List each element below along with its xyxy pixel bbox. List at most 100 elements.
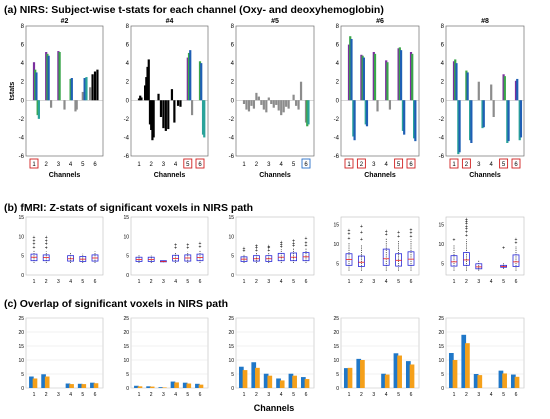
nirs-bar: [36, 100, 39, 116]
panel-c-x-tick-label: 3: [162, 392, 165, 398]
box-outlier: +: [33, 235, 36, 241]
panel-a-y-tick-label: 2: [441, 80, 445, 86]
panel-a-y-tick-label: -6: [124, 154, 130, 160]
overlap-bar: [69, 384, 74, 388]
panel-c-y-tick-label: 15: [123, 344, 129, 350]
panel-a-y-tick-label: -6: [19, 154, 25, 160]
box-outlier: +: [292, 241, 295, 247]
panel-b-y-tick-label: 10: [228, 234, 234, 240]
box-outlier: +: [360, 224, 363, 230]
overlap-bar: [347, 367, 353, 388]
panel-a-title: #8: [481, 18, 489, 25]
nirs-bar: [147, 59, 150, 101]
box-body: [450, 255, 458, 267]
panel-c-x-tick-label: 1: [138, 392, 141, 398]
overlap-bar: [397, 355, 402, 388]
panel-a-y-tick-label: 0: [336, 98, 340, 104]
panel-a-y-tick-label: 8: [126, 24, 130, 30]
nirs-bar: [173, 100, 176, 123]
nirs-bar: [144, 85, 147, 101]
channel-marker-box: [461, 158, 471, 169]
nirs-bar: [46, 53, 49, 101]
panel-b-y-tick-label: 0: [231, 273, 234, 279]
nirs-bar: [362, 57, 365, 101]
panel-c-y-tick-label: 25: [438, 316, 444, 322]
nirs-bar: [91, 74, 94, 101]
overlap-bar: [263, 373, 269, 388]
nirs-bar: [58, 52, 61, 101]
box-outlier: +: [243, 246, 246, 252]
channel-marker-box: [183, 158, 193, 169]
panel-b-x-tick-label: 2: [150, 279, 153, 285]
panel-a-frame: [130, 25, 209, 157]
overlap-bar: [514, 376, 520, 388]
nirs-bar: [190, 100, 194, 116]
nirs-bar: [294, 100, 298, 106]
box-outlier: +: [410, 234, 413, 240]
panel-c-y-tick-label: 15: [333, 344, 339, 350]
overlap-bar: [182, 382, 188, 388]
channel-marker-box: [356, 158, 366, 169]
panel-c-x-tick-label: 2: [45, 392, 48, 398]
nirs-bar: [140, 97, 143, 101]
overlap-bar: [279, 380, 285, 388]
nirs-bar: [75, 100, 78, 110]
box-outlier: +: [305, 243, 308, 249]
panel-b-x-tick-label: 5: [81, 279, 84, 285]
nirs-bar: [506, 100, 509, 143]
panel-b-frame: [445, 216, 525, 276]
nirs-bar: [265, 100, 268, 113]
panel-b-x-tick-label: 5: [186, 279, 189, 285]
box-outlier: +: [465, 233, 468, 239]
panel-c-x-tick-label: 6: [199, 392, 202, 398]
nirs-bar: [365, 100, 369, 127]
panel-a-title: #2: [61, 18, 69, 25]
nirs-bar: [386, 62, 389, 101]
box-outlier: +: [199, 244, 202, 250]
panel-c-y-tick-label: 15: [438, 344, 444, 350]
nirs-bar: [267, 97, 270, 101]
box-outlier: +: [186, 245, 189, 251]
box-outlier: +: [515, 240, 518, 246]
nirs-bar: [360, 54, 363, 101]
box-outlier: +: [360, 237, 363, 243]
overlap-bar: [186, 383, 192, 388]
box-body: [357, 255, 365, 267]
nirs-bar: [503, 76, 506, 101]
overlap-bar: [473, 374, 479, 388]
panel-a-x-tick-label: 2: [150, 162, 154, 168]
panel-a-y-tick-label: 6: [231, 43, 235, 49]
panel-b-y-tick-label: 15: [333, 223, 339, 229]
panel-c-y-tick-label: 5: [336, 372, 339, 378]
panel-a-y-tick-label: 4: [21, 61, 25, 67]
panel-a-x-tick-label: 6: [304, 162, 308, 168]
nirs-bar: [282, 100, 285, 113]
overlap-bar: [251, 362, 257, 388]
panel-b-x-tick-label: 3: [477, 279, 480, 285]
panel-b-x-tick-label: 3: [267, 279, 270, 285]
panel-b-y-tick-label: 5: [126, 254, 129, 260]
nirs-bar: [482, 100, 485, 128]
panel-a-x-axis-label: Channels: [154, 172, 186, 179]
panel-c-x-tick-label: 5: [502, 392, 505, 398]
panel-b-x-tick-label: 5: [292, 279, 295, 285]
panel-a-y-tick-label: 6: [21, 43, 25, 49]
panel-c-y-tick-label: 15: [18, 344, 24, 350]
panel-c-frame: [130, 317, 209, 389]
panel-b-x-tick-label: 4: [174, 279, 177, 285]
nirs-bar: [201, 100, 205, 135]
box-outlier: +: [502, 245, 505, 251]
box-outlier: +: [174, 245, 177, 251]
panel-a-y-tick-label: 0: [21, 98, 25, 104]
nirs-bar: [507, 100, 510, 142]
section-a-y-axis-label: tstats: [9, 82, 16, 101]
panel-b-x-tick-label: 4: [69, 279, 72, 285]
panel-a-x-tick-label: 3: [57, 162, 61, 168]
nirs-bar: [292, 94, 295, 101]
nirs-bar: [385, 60, 388, 101]
panel-b-y-tick-label: 5: [441, 261, 444, 267]
panel-a-y-tick-label: 2: [231, 80, 235, 86]
panel-a-x-tick-label: 1: [242, 162, 246, 168]
